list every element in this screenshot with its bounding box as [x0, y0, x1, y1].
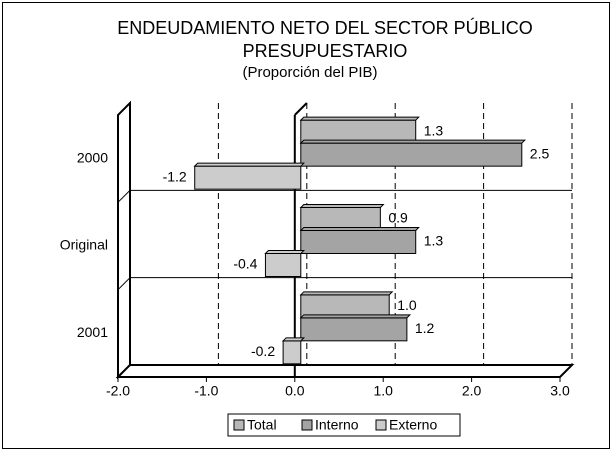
data-label: -0.2 [251, 343, 275, 359]
bar [300, 317, 408, 342]
x-tick-label: 0.0 [285, 383, 305, 399]
x-tick-label: 1.0 [373, 383, 393, 399]
bar-top [299, 227, 420, 231]
data-label: 1.3 [424, 233, 444, 249]
data-label: 0.9 [388, 210, 408, 226]
bar [300, 142, 523, 167]
x-tick-label: -1.0 [194, 383, 218, 399]
category-divider [117, 189, 131, 203]
bar-top [299, 291, 394, 296]
data-label: 1.3 [424, 122, 444, 138]
data-label: 1.0 [397, 297, 417, 313]
bar-top [299, 204, 385, 208]
bar-top [193, 162, 306, 167]
legend-swatch [375, 419, 387, 431]
y-tick-label: Original [60, 237, 108, 253]
bar [264, 253, 302, 277]
bar-top [281, 337, 306, 342]
y-tick-label: 2000 [77, 149, 108, 165]
x-tick-label: 2.0 [462, 383, 482, 399]
bar-top [299, 139, 527, 144]
bar-top [299, 314, 412, 319]
zero-axis [294, 102, 308, 116]
bar-top [264, 250, 306, 254]
y-tick-label: 2001 [77, 324, 108, 340]
bar [282, 340, 302, 365]
bar [300, 230, 417, 254]
bar-top [299, 116, 420, 121]
legend-label: Externo [389, 417, 437, 433]
left-wall [117, 100, 131, 380]
data-label: -0.4 [233, 256, 257, 272]
chart-title: ENDEUDAMIENTO NETO DEL SECTOR PÚBLICO PR… [117, 18, 533, 61]
legend-swatch [233, 419, 245, 431]
x-tick-label: 3.0 [550, 383, 570, 399]
chart-subtitle: (Proporción del PIB) [242, 64, 378, 81]
legend-swatch [301, 419, 313, 431]
legend-label: Total [247, 417, 277, 433]
category-divider [117, 277, 131, 291]
bar [194, 165, 302, 190]
floor [115, 364, 575, 378]
legend-box [227, 413, 461, 437]
x-tick-label: -2.0 [106, 383, 130, 399]
data-label: 2.5 [530, 145, 550, 161]
data-label: -1.2 [163, 168, 187, 184]
legend-label: Interno [315, 417, 359, 433]
data-label: 1.2 [415, 320, 435, 336]
